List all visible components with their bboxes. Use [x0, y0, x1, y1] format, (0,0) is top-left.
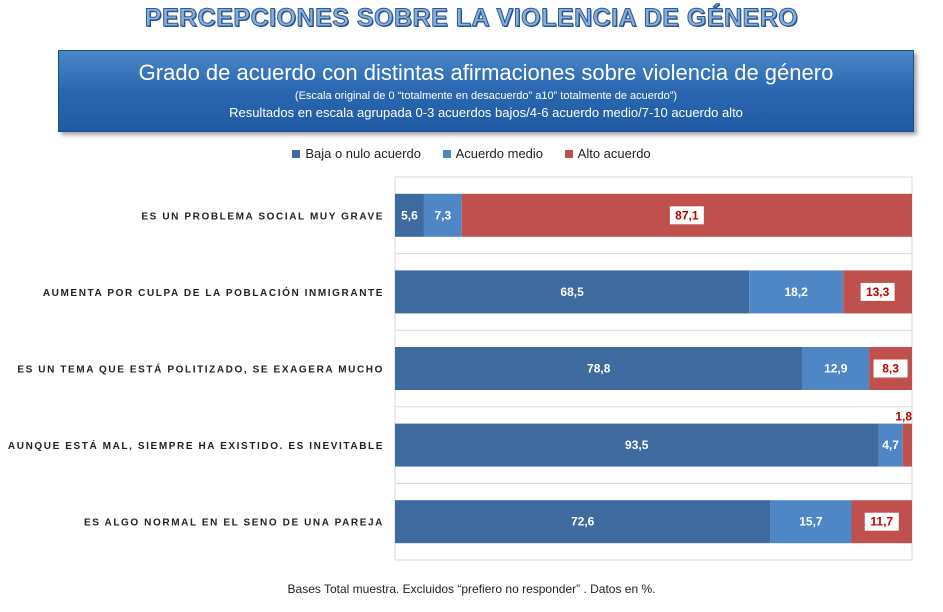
legend-swatch-medium: [442, 149, 451, 158]
chart-subtitle-scale: (Escala original de 0 “totalmente en des…: [294, 90, 678, 102]
data-label: 18,2: [785, 285, 809, 299]
category-label: ES ALGO NORMAL EN EL SENO DE UNA PAREJA: [84, 518, 384, 529]
chart-title: Grado de acuerdo con distintas afirmacio…: [138, 60, 834, 85]
bar-segment: [395, 500, 771, 544]
bar-segment: [423, 193, 462, 237]
chart-banner: Grado de acuerdo con distintas afirmacio…: [58, 50, 914, 132]
legend-swatch-high: [564, 149, 573, 158]
legend-item-medium: Acuerdo medio: [442, 146, 544, 161]
bar-segment: [395, 347, 803, 390]
bar-segment: [902, 423, 912, 467]
data-label: 87,1: [675, 208, 699, 222]
category-label: ES UN TEMA QUE ESTÁ POLITIZADO, SE EXAGE…: [17, 363, 384, 376]
category-label: AUNQUE ESTÁ MAL, SIEMPRE HA EXISTIDO. ES…: [8, 439, 384, 452]
data-label-box: [669, 206, 704, 225]
data-label: 7,3: [434, 208, 451, 222]
data-label: 12,9: [824, 362, 848, 376]
category-label: AUMENTA POR CULPA DE LA POBLACIÓN INMIGR…: [43, 286, 384, 299]
bar-segment: [749, 270, 844, 314]
bar-segment: [878, 423, 903, 467]
data-label: 8,3: [882, 362, 899, 376]
legend-item-high: Alto acuerdo: [564, 146, 651, 161]
legend-swatch-low: [292, 149, 301, 158]
data-label: 5,6: [401, 208, 418, 222]
chart-legend: Baja o nulo acuerdo Acuerdo medio Alto a…: [0, 146, 943, 161]
legend-item-low: Baja o nulo acuerdo: [292, 146, 421, 161]
bar-segment: [770, 500, 852, 544]
data-label: 1,8: [895, 410, 912, 424]
chart-subtitle-grouping: Resultados en escala agrupada 0-3 acuerd…: [229, 105, 743, 120]
footnote: Bases Total muestra. Excluidos “prefiero…: [287, 582, 656, 596]
data-label-box: [864, 512, 899, 531]
category-label: ES UN PROBLEMA SOCIAL MUY GRAVE: [141, 211, 384, 222]
data-label: 4,7: [882, 438, 899, 452]
data-label: 11,7: [870, 515, 893, 529]
data-label: 78,8: [587, 362, 611, 376]
bar-segment: [802, 347, 870, 390]
legend-label-medium: Acuerdo medio: [455, 146, 544, 161]
legend-label-low: Baja o nulo acuerdo: [305, 146, 421, 161]
data-label-box: [860, 282, 895, 301]
main-title: PERCEPCIONES SOBRE LA VIOLENCIA DE GÉNER…: [144, 4, 799, 33]
data-label: 72,6: [571, 515, 595, 529]
bar-segment: [395, 270, 750, 314]
bar-segment: [395, 423, 879, 467]
data-label: 13,3: [866, 285, 890, 299]
data-label-box: [873, 359, 908, 378]
bar-segment: [395, 193, 424, 237]
legend-label-high: Alto acuerdo: [577, 146, 651, 161]
data-label: 15,7: [799, 515, 823, 529]
data-label: 93,5: [625, 438, 649, 452]
data-label: 68,5: [560, 285, 584, 299]
